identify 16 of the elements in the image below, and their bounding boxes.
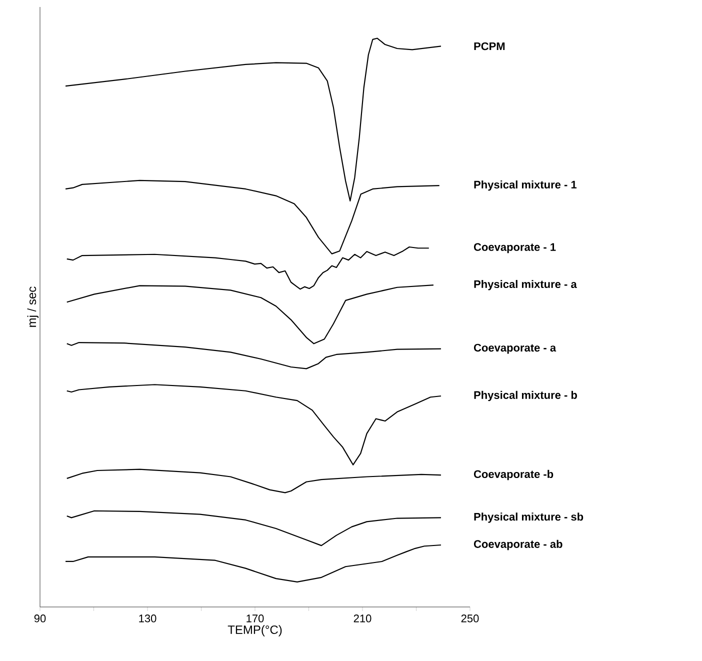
x-tick-label: 130 [139, 614, 156, 622]
text: Physical mixture - b [474, 390, 577, 402]
text: Physical mixture - 1 [474, 180, 577, 191]
text: Coevaporate - ab [474, 540, 562, 550]
x-axis-title: TEMP(°C) [228, 625, 282, 636]
text: Coevaporate - 1 [474, 243, 556, 254]
text: Coevaporate -b [474, 470, 554, 480]
x-tick-label: 250 [461, 614, 479, 622]
text: Coevaporate - a [474, 344, 556, 354]
y-axis-title: mj / sec [27, 286, 38, 327]
x-tick-label: 90 [34, 614, 46, 622]
text: PCPM [474, 42, 505, 50]
x-tick-label: 170 [246, 614, 264, 622]
text: Physical mixture - sb [474, 512, 584, 523]
text: Physical mixture - a [474, 280, 577, 290]
x-tick-label: 210 [354, 614, 372, 622]
